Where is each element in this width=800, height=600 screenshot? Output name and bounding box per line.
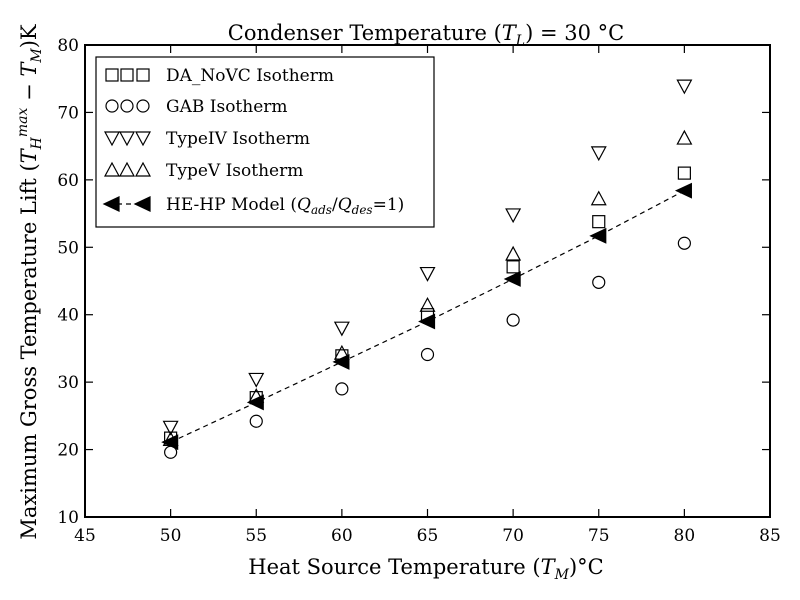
y-tick-label: 50 (57, 238, 79, 258)
legend-box (95, 56, 435, 228)
legend-marker (103, 161, 121, 177)
legend-entry: HE-HP Model (Qads/Qdes=1) (102, 195, 404, 217)
legend-marker (118, 131, 136, 147)
y-tick-label: 40 (57, 306, 79, 326)
axis-ticks: 45 50 55 60 65 70 75 80 85 10 20 30 40 50 60 70 80 (57, 36, 780, 546)
series-triangle-down (162, 79, 693, 436)
data-point-triangle-up (505, 245, 522, 261)
legend-marker (105, 99, 119, 113)
data-point-triangle-down (248, 372, 265, 388)
data-point-square (677, 166, 691, 180)
data-point-circle (677, 236, 691, 250)
x-tick-label: 85 (759, 526, 781, 546)
data-point-triangle-down (162, 420, 179, 436)
data-point-triangle-left (246, 394, 264, 411)
legend-entry: GAB Isotherm (105, 97, 288, 117)
data-point-triangle-up (419, 297, 436, 312)
legend: DA_NoVC Isotherm GAB Isotherm TypeIV Isoth… (95, 56, 435, 228)
data-point-triangle-down (419, 266, 436, 282)
x-tick-label: 75 (588, 526, 610, 546)
series-circle (164, 236, 691, 459)
data-point-triangle-left (332, 353, 350, 370)
data-point-triangle-left (161, 434, 179, 451)
data-point-circle (249, 414, 263, 428)
legend-marker (136, 68, 150, 82)
legend-entry: TypeV Isotherm (103, 161, 303, 181)
legend-label: HE-HP Model (Qads/Qdes=1) (166, 195, 404, 217)
data-point-circle (592, 275, 606, 289)
legend-marker (120, 99, 134, 113)
legend-label: DA_NoVC Isotherm (166, 66, 334, 86)
data-point-triangle-left (503, 271, 521, 287)
legend-entry: DA_NoVC Isotherm (105, 66, 334, 86)
data-point-triangle-left (589, 227, 607, 244)
legend-marker (120, 68, 134, 82)
y-axis-title: Maximum Gross Temperature Lift (THmax − … (15, 24, 45, 540)
y-tick-label: 60 (57, 171, 79, 191)
data-point-square (592, 215, 606, 229)
data-point-triangle-up (590, 190, 607, 206)
legend-marker (103, 131, 121, 147)
x-tick-label: 70 (502, 526, 524, 546)
legend-marker (105, 68, 119, 82)
data-point-triangle-down (505, 208, 522, 224)
data-point-triangle-up (676, 129, 693, 145)
x-tick-label: 65 (417, 526, 439, 546)
data-point-triangle-left (674, 182, 692, 199)
legend-marker (102, 196, 120, 212)
legend-label: GAB Isotherm (166, 97, 288, 117)
data-point-triangle-down (333, 321, 350, 337)
x-tick-label: 80 (674, 526, 696, 546)
data-point-square (506, 260, 520, 274)
series-dashed-line (170, 190, 685, 443)
series-triangle-left (161, 182, 692, 451)
y-tick-label: 30 (57, 373, 79, 393)
data-point-triangle-down (676, 79, 693, 95)
x-axis-title: Heat Source Temperature (TM)°C (248, 555, 603, 583)
legend-entry: TypeIV Isotherm (103, 129, 310, 149)
x-tick-label: 45 (74, 526, 96, 546)
x-tick-label: 50 (160, 526, 182, 546)
data-point-triangle-left (418, 313, 436, 330)
chart-title: Condenser Temperature (TL) = 30 °C (228, 21, 624, 49)
legend-label: TypeIV Isotherm (166, 129, 310, 149)
legend-marker (133, 196, 151, 212)
legend-label: TypeV Isotherm (166, 161, 303, 181)
data-point-triangle-down (590, 146, 607, 162)
data-point-circle (420, 347, 435, 362)
x-tick-label: 60 (331, 526, 353, 546)
y-tick-label: 80 (57, 36, 79, 56)
legend-marker (136, 99, 150, 113)
legend-marker (118, 161, 136, 177)
data-point-circle (335, 382, 349, 396)
series-layer (161, 79, 693, 459)
legend-marker (134, 161, 152, 177)
x-tick-label: 55 (245, 526, 267, 546)
legend-marker (134, 131, 152, 147)
y-tick-label: 20 (57, 441, 79, 461)
y-tick-label: 10 (57, 508, 79, 528)
data-point-circle (506, 313, 520, 327)
y-tick-label: 70 (57, 103, 79, 123)
